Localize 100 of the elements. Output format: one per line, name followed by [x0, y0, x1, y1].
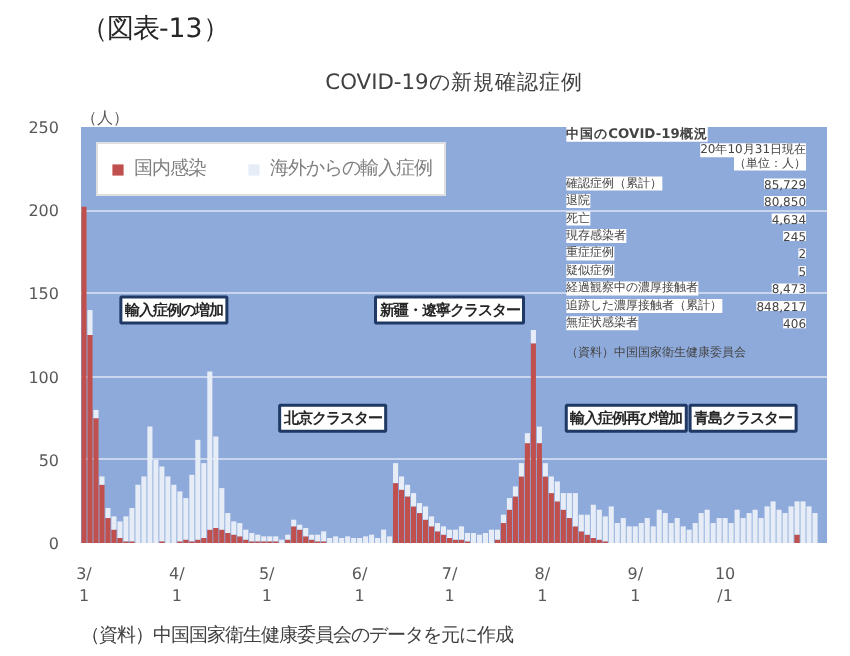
bar: [452, 529, 459, 540]
bar: [93, 409, 99, 419]
text: （図表-13）: [81, 15, 229, 45]
bar: [608, 506, 614, 543]
bar: [111, 516, 117, 530]
bar: [273, 536, 279, 542]
bar: [488, 529, 494, 543]
bar: [393, 483, 399, 543]
legend-label: 海外からの輸入症例: [270, 156, 432, 182]
bar: [494, 529, 500, 540]
bar: [243, 529, 249, 540]
bar: [554, 501, 560, 543]
bar: [345, 536, 351, 543]
bar: [291, 526, 297, 543]
bar: [770, 501, 776, 543]
x-tick-label: 10 /1: [714, 565, 736, 605]
legend-label: 国内感染: [134, 156, 206, 182]
bar: [686, 529, 692, 543]
bar: [794, 501, 800, 535]
bar: [764, 506, 770, 543]
bar: [393, 463, 399, 484]
bar: [590, 504, 596, 539]
bar: [440, 534, 447, 543]
bar: [806, 506, 812, 543]
bar: [674, 518, 680, 543]
bar: [746, 513, 752, 543]
bar: [626, 526, 632, 543]
bar: [794, 534, 800, 543]
y-tick-label: 50: [38, 451, 60, 470]
bar: [297, 524, 303, 530]
bar: [656, 509, 662, 543]
bar: [237, 523, 243, 537]
bar: [752, 509, 758, 543]
bar: [417, 513, 423, 543]
x-tick-label: 7/ 1: [441, 565, 458, 605]
y-axis-title: （人）: [81, 109, 129, 127]
bar: [440, 526, 447, 535]
x-tick-label: 4/ 1: [169, 565, 186, 605]
bar: [596, 509, 602, 540]
bar: [638, 523, 644, 543]
bar: [303, 528, 309, 537]
text: （資料）中国国家衛生健康委員会のデータを元に作成: [81, 625, 513, 647]
bar: [399, 489, 405, 543]
bar: [800, 501, 806, 543]
bar: [369, 534, 375, 543]
bar: [381, 529, 387, 543]
chart-title: COVID-19の新規確認症例: [325, 69, 583, 95]
bar: [482, 533, 488, 543]
bar: [87, 310, 93, 335]
bar: [536, 426, 542, 444]
bar: [578, 531, 584, 543]
bar: [261, 536, 267, 542]
bar: [500, 514, 506, 524]
y-tick-label: 0: [48, 535, 60, 553]
y-tick-label: 150: [28, 285, 60, 304]
x-tick-label: 5/ 1: [258, 565, 276, 605]
bar: [698, 513, 704, 543]
bar: [716, 518, 722, 543]
bar: [572, 493, 578, 527]
bar: [566, 493, 572, 519]
x-tick-label: 3/ 1: [76, 565, 93, 605]
bar: [231, 521, 237, 535]
bar: [195, 439, 201, 540]
bar: [422, 506, 429, 520]
bar: [309, 534, 315, 540]
bar: [99, 476, 105, 485]
bar: [554, 481, 560, 502]
bar: [566, 518, 572, 543]
bar: [560, 509, 566, 543]
bar: [788, 506, 794, 543]
bar: [117, 521, 123, 539]
bar: [812, 513, 818, 543]
bar: [333, 536, 339, 543]
bar: [422, 519, 429, 543]
y-tick-label: 100: [28, 368, 60, 387]
bar: [530, 343, 536, 543]
bar: [632, 526, 638, 543]
bar: [135, 484, 141, 543]
bar: [476, 534, 483, 543]
bar: [237, 536, 243, 543]
bar: [231, 534, 237, 543]
bar: [321, 531, 327, 542]
bar: [644, 518, 650, 543]
x-tick-label: 8/ 1: [534, 565, 551, 605]
bar: [776, 509, 782, 543]
bar: [662, 513, 668, 543]
bar: [81, 206, 87, 543]
bar: [470, 533, 477, 543]
bar: [387, 536, 393, 543]
bar: [734, 509, 740, 543]
bar: [512, 486, 518, 497]
bar: [704, 509, 710, 543]
bar: [219, 529, 225, 543]
bar: [285, 534, 291, 540]
bar: [458, 526, 465, 540]
bar: [249, 533, 255, 542]
bar: [147, 426, 153, 543]
bar: [177, 491, 183, 542]
bar: [542, 463, 548, 477]
bar: [572, 526, 578, 543]
